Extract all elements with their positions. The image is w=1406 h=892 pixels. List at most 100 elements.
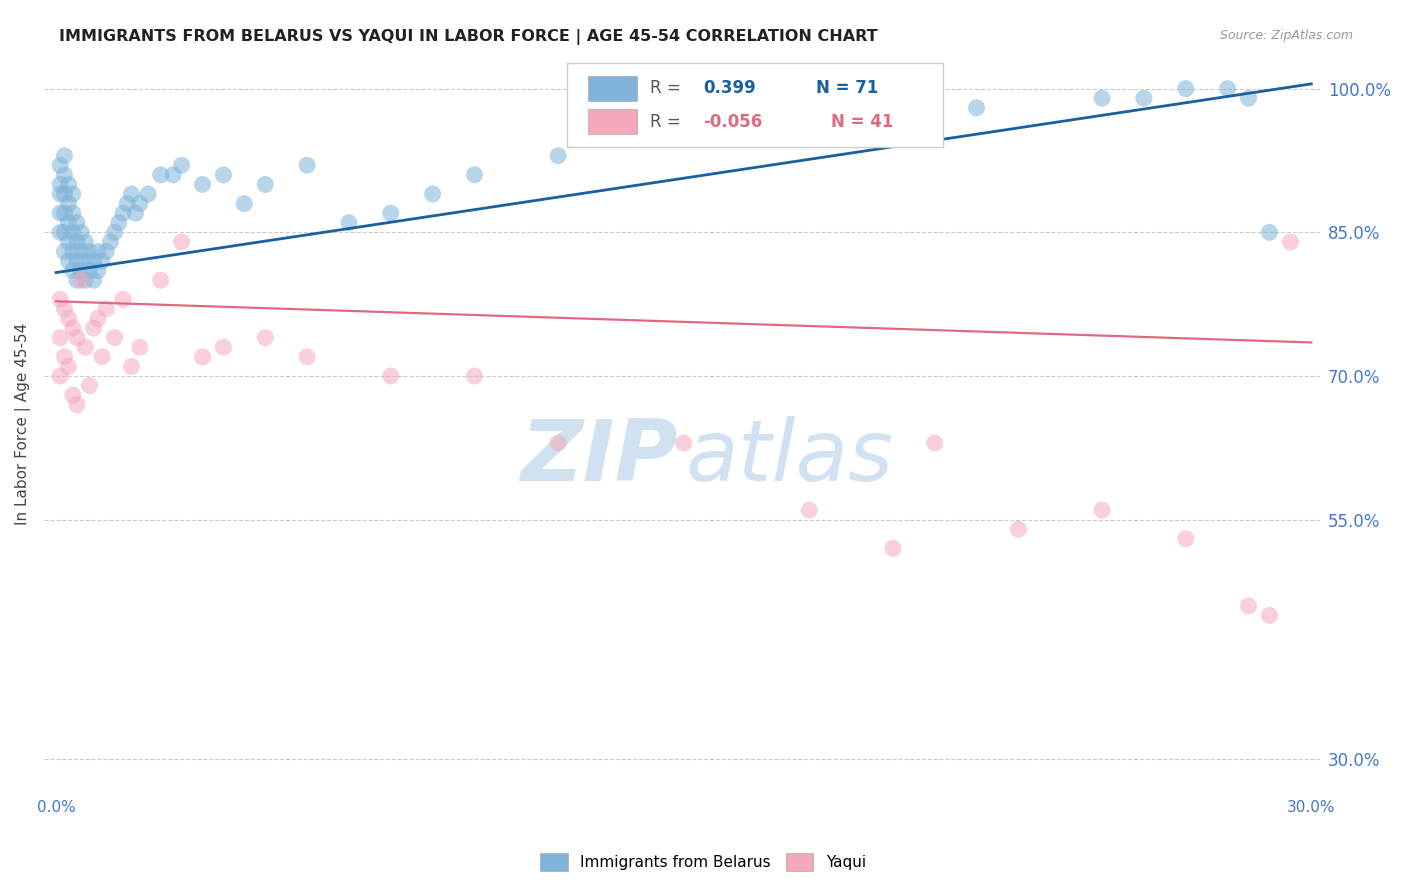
Point bbox=[62, 321, 84, 335]
Point bbox=[49, 158, 72, 172]
Point bbox=[882, 541, 904, 556]
Point bbox=[170, 158, 193, 172]
Point bbox=[422, 187, 444, 202]
Point bbox=[672, 129, 695, 144]
Point bbox=[191, 178, 214, 192]
FancyBboxPatch shape bbox=[567, 62, 943, 147]
Text: N = 41: N = 41 bbox=[831, 112, 893, 130]
Text: 0.399: 0.399 bbox=[703, 79, 756, 97]
Text: R =: R = bbox=[650, 79, 686, 97]
Point bbox=[108, 216, 131, 230]
Point bbox=[66, 254, 89, 268]
Point bbox=[83, 321, 105, 335]
Point bbox=[1174, 81, 1197, 95]
Point bbox=[87, 244, 110, 259]
Point bbox=[62, 388, 84, 402]
Point bbox=[70, 225, 93, 239]
Point bbox=[66, 273, 89, 287]
Text: Source: ZipAtlas.com: Source: ZipAtlas.com bbox=[1219, 29, 1353, 42]
Point bbox=[924, 436, 946, 450]
Point bbox=[799, 503, 821, 517]
Point bbox=[104, 225, 127, 239]
Point bbox=[58, 196, 80, 211]
Text: R =: R = bbox=[650, 112, 686, 130]
Legend: Immigrants from Belarus, Yaqui: Immigrants from Belarus, Yaqui bbox=[534, 847, 872, 877]
Point bbox=[58, 359, 80, 374]
Point bbox=[295, 158, 318, 172]
Text: IMMIGRANTS FROM BELARUS VS YAQUI IN LABOR FORCE | AGE 45-54 CORRELATION CHART: IMMIGRANTS FROM BELARUS VS YAQUI IN LABO… bbox=[59, 29, 877, 45]
Point bbox=[170, 235, 193, 249]
Point bbox=[1091, 503, 1114, 517]
Point bbox=[70, 263, 93, 277]
Point bbox=[233, 196, 256, 211]
Point bbox=[1237, 599, 1260, 613]
Point bbox=[75, 254, 97, 268]
Point bbox=[58, 254, 80, 268]
Text: -0.056: -0.056 bbox=[703, 112, 762, 130]
Point bbox=[83, 273, 105, 287]
Point bbox=[128, 196, 150, 211]
FancyBboxPatch shape bbox=[589, 109, 637, 134]
Y-axis label: In Labor Force | Age 45-54: In Labor Force | Age 45-54 bbox=[15, 323, 31, 525]
Point bbox=[115, 196, 138, 211]
Point bbox=[136, 187, 159, 202]
Point bbox=[128, 340, 150, 354]
Point bbox=[66, 235, 89, 249]
Point bbox=[79, 263, 101, 277]
Point bbox=[91, 254, 114, 268]
Point bbox=[124, 206, 146, 220]
Point bbox=[70, 244, 93, 259]
Point bbox=[1258, 225, 1281, 239]
Point bbox=[254, 331, 277, 345]
Point bbox=[120, 187, 142, 202]
Point bbox=[337, 216, 360, 230]
Point bbox=[96, 301, 118, 316]
Point bbox=[111, 206, 134, 220]
Point bbox=[75, 340, 97, 354]
Point bbox=[1174, 532, 1197, 546]
Point bbox=[212, 340, 235, 354]
Point bbox=[49, 206, 72, 220]
Point bbox=[672, 436, 695, 450]
Point bbox=[62, 206, 84, 220]
Point bbox=[149, 168, 172, 182]
Point bbox=[966, 101, 988, 115]
Point bbox=[62, 225, 84, 239]
Point bbox=[49, 187, 72, 202]
Point bbox=[463, 168, 485, 182]
Point bbox=[58, 178, 80, 192]
Point bbox=[212, 168, 235, 182]
Point bbox=[149, 273, 172, 287]
Point bbox=[87, 263, 110, 277]
Point bbox=[66, 216, 89, 230]
Point bbox=[120, 359, 142, 374]
Point bbox=[1258, 608, 1281, 623]
Point bbox=[96, 244, 118, 259]
Point bbox=[1237, 91, 1260, 105]
Point bbox=[75, 235, 97, 249]
Point bbox=[70, 273, 93, 287]
Point bbox=[66, 398, 89, 412]
Point bbox=[1091, 91, 1114, 105]
Point bbox=[547, 149, 569, 163]
Point bbox=[58, 235, 80, 249]
Point bbox=[799, 111, 821, 125]
FancyBboxPatch shape bbox=[589, 76, 637, 101]
Point bbox=[83, 254, 105, 268]
Point bbox=[380, 206, 402, 220]
Point bbox=[53, 244, 76, 259]
Point bbox=[463, 369, 485, 384]
Point bbox=[62, 263, 84, 277]
Point bbox=[1279, 235, 1302, 249]
Point bbox=[62, 187, 84, 202]
Point bbox=[1216, 81, 1239, 95]
Point bbox=[162, 168, 184, 182]
Point bbox=[49, 293, 72, 307]
Point bbox=[547, 436, 569, 450]
Point bbox=[79, 244, 101, 259]
Point bbox=[49, 225, 72, 239]
Point bbox=[53, 149, 76, 163]
Point bbox=[882, 120, 904, 134]
Point bbox=[53, 225, 76, 239]
Point bbox=[295, 350, 318, 364]
